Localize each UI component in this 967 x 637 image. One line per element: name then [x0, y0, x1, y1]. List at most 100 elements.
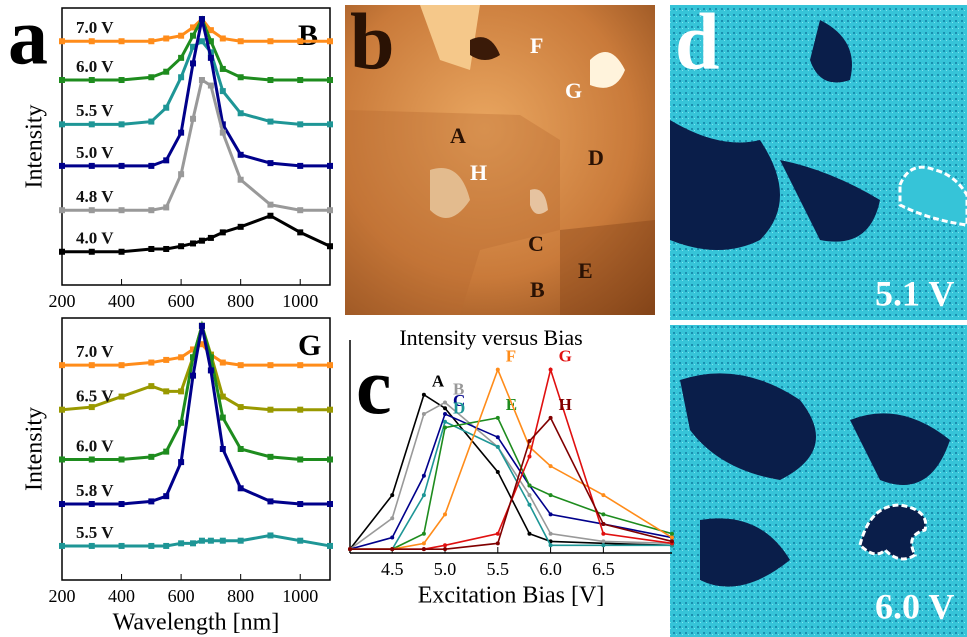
data-point — [390, 547, 395, 552]
data-point — [59, 248, 65, 255]
data-point — [190, 372, 197, 379]
data-point — [421, 392, 426, 397]
series-line — [62, 325, 330, 506]
data-point — [548, 367, 553, 372]
data-point — [327, 362, 333, 369]
data-point — [59, 362, 65, 369]
data-point — [327, 456, 333, 463]
data-point — [297, 537, 304, 544]
data-point — [237, 38, 244, 45]
data-point — [237, 537, 244, 544]
data-point — [190, 115, 197, 122]
data-point — [495, 415, 500, 420]
data-point — [59, 38, 65, 45]
series-label: 5.0 V — [76, 143, 114, 162]
data-point — [163, 104, 170, 111]
data-point — [327, 121, 333, 128]
site-label: D — [588, 145, 604, 170]
data-point — [190, 240, 197, 247]
data-point — [178, 419, 185, 426]
data-point — [297, 77, 304, 84]
data-point — [548, 464, 553, 469]
data-point — [527, 454, 532, 459]
data-point — [443, 419, 448, 424]
x-tick-label: 400 — [108, 586, 135, 606]
data-point — [237, 485, 244, 492]
data-point — [207, 354, 214, 361]
data-point — [88, 248, 95, 255]
data-point — [118, 38, 125, 45]
site-label: G — [565, 78, 582, 103]
data-point — [267, 406, 274, 413]
data-point — [443, 425, 448, 430]
data-point — [390, 535, 395, 540]
data-point — [178, 388, 185, 395]
y-axis-label: Intensity — [22, 407, 48, 491]
plot-frame — [61, 317, 331, 581]
data-point — [421, 547, 426, 552]
x-tick-label: 6.0 — [539, 559, 562, 579]
data-point — [527, 483, 532, 488]
site-label: F — [530, 33, 543, 58]
data-point — [163, 204, 170, 211]
series-label: 6.0 V — [76, 436, 114, 455]
x-tick-label: 6.5 — [592, 559, 615, 579]
data-point — [237, 74, 244, 81]
data-point — [207, 537, 214, 544]
data-point — [327, 542, 333, 549]
panel-letter: a — [8, 0, 48, 81]
data-point — [148, 162, 155, 169]
data-point — [178, 540, 185, 547]
data-point — [548, 493, 553, 498]
data-point — [190, 24, 197, 31]
y-axis-label: Intensity — [22, 105, 48, 189]
data-point — [198, 341, 205, 348]
data-point — [178, 459, 185, 466]
site-label: A — [450, 123, 466, 148]
data-point — [267, 38, 274, 45]
data-point — [527, 439, 532, 444]
data-point — [163, 245, 170, 252]
data-point — [178, 54, 185, 61]
series-label: 7.0 V — [76, 18, 114, 37]
plot-frame — [61, 7, 331, 286]
series-line — [62, 214, 331, 254]
panel-letter: c — [356, 343, 392, 431]
data-point — [267, 362, 274, 369]
data-point — [59, 121, 65, 128]
data-point — [297, 207, 304, 214]
data-point — [527, 493, 532, 498]
panel-letter: b — [350, 0, 395, 86]
data-point — [421, 541, 426, 546]
data-point — [219, 446, 226, 452]
data-point — [670, 535, 674, 540]
data-point — [88, 207, 95, 214]
data-point — [601, 522, 606, 527]
series-line — [62, 77, 330, 212]
data-point — [118, 501, 125, 508]
x-tick-label: 5.0 — [434, 559, 457, 579]
data-point — [59, 77, 65, 84]
data-point — [88, 162, 95, 169]
data-point — [190, 540, 197, 547]
data-point — [148, 74, 155, 81]
data-point — [601, 531, 606, 536]
chart-title: Intensity versus Bias — [399, 325, 582, 350]
data-point — [267, 532, 274, 539]
data-point — [163, 388, 170, 395]
data-point — [219, 129, 226, 136]
data-point — [163, 542, 170, 549]
site-label: C — [528, 231, 544, 256]
data-point — [207, 27, 214, 34]
series-label: D — [453, 399, 465, 418]
data-point — [601, 539, 606, 544]
map-image — [670, 5, 967, 637]
data-point — [148, 38, 155, 45]
data-point — [88, 121, 95, 128]
series-label: C — [453, 391, 465, 410]
site-label: H — [470, 160, 487, 185]
data-point — [267, 453, 274, 460]
site-label: E — [578, 258, 593, 283]
data-point — [548, 512, 553, 517]
series-line — [62, 320, 330, 461]
